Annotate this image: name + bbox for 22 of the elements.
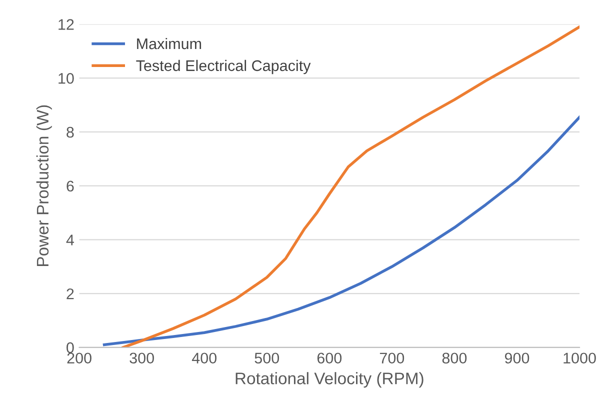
- x-tick-label: 600: [317, 352, 342, 364]
- x-tick-label: 900: [504, 352, 530, 364]
- x-tick-label: 300: [130, 352, 154, 364]
- legend-label: Tested Electrical Capacity: [136, 60, 311, 74]
- x-tick-label: 1000: [564, 352, 596, 364]
- legend-label: Maximum: [137, 38, 202, 50]
- y-axis-title: Power Production (W): [36, 105, 52, 266]
- y-tick-label: 10: [58, 72, 74, 84]
- x-axis-title: Rotational Velocity (RPM): [236, 372, 424, 388]
- line-series: [122, 26, 580, 348]
- x-tick-label: 400: [192, 352, 216, 364]
- y-tick-label: 2: [66, 288, 74, 300]
- y-tick-label: 12: [58, 19, 74, 30]
- x-tick-label: 700: [380, 352, 404, 364]
- y-tick-label: 8: [66, 126, 74, 138]
- y-tick-label: 6: [66, 180, 74, 192]
- x-tick-label: 800: [442, 352, 467, 364]
- line-series: [102, 116, 580, 346]
- y-tick-label: 4: [66, 234, 74, 246]
- x-tick-label: 200: [67, 352, 92, 364]
- y-tick-label: 0: [66, 342, 74, 354]
- x-tick-label: 500: [254, 352, 280, 364]
